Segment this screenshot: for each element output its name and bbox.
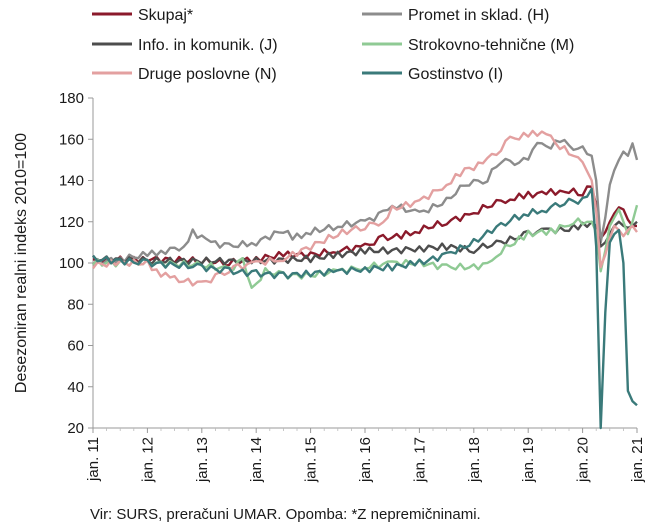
x-tick-label: jan. 11 bbox=[85, 437, 102, 482]
x-tick-label: jan. 17 bbox=[411, 437, 428, 483]
x-tick-label: jan. 14 bbox=[248, 437, 265, 483]
y-tick-label: 180 bbox=[59, 90, 84, 107]
x-tick-label: jan. 18 bbox=[466, 437, 483, 483]
y-tick-label: 140 bbox=[59, 173, 84, 190]
y-tick-label: 40 bbox=[67, 379, 84, 396]
series-line bbox=[92, 129, 638, 287]
y-tick-label: 160 bbox=[59, 131, 84, 148]
series-line bbox=[92, 220, 638, 266]
x-tick-label: jan. 13 bbox=[194, 437, 211, 483]
legend-label: Gostinstvo (I) bbox=[408, 66, 503, 83]
y-tick-label: 120 bbox=[59, 214, 84, 231]
y-axis-title: Desezoniran realni indeks 2010=100 bbox=[13, 133, 30, 393]
x-tick-label: jan. 15 bbox=[303, 437, 320, 483]
x-tick-label: jan. 16 bbox=[357, 437, 374, 483]
chart-axes: 20 40 60 80 100 120 140 160 180 jan. 11 jan. 12 jan… bbox=[59, 90, 646, 483]
source-note: Vir: SURS, preračuni UMAR. Opomba: *Z ne… bbox=[90, 506, 481, 523]
y-tick-label: 60 bbox=[67, 338, 84, 355]
x-tick-label: jan. 20 bbox=[575, 437, 592, 483]
y-tick-label: 20 bbox=[67, 420, 84, 437]
legend-label: Skupaj* bbox=[138, 7, 193, 24]
chart-legend: Skupaj* Promet in sklad. (H) Info. in komu… bbox=[92, 7, 574, 83]
series-line bbox=[92, 187, 638, 430]
legend-label: Info. in komunik. (J) bbox=[138, 37, 278, 54]
chart-plot-area bbox=[92, 129, 639, 430]
legend-label: Druge poslovne (N) bbox=[138, 66, 277, 83]
y-tick-label: 100 bbox=[59, 255, 84, 272]
x-tick-label: jan. 21 bbox=[629, 437, 646, 483]
x-tick-label: jan. 19 bbox=[520, 437, 537, 483]
x-tick-label: jan. 12 bbox=[139, 437, 156, 483]
series-line bbox=[92, 138, 639, 266]
y-tick-label: 80 bbox=[67, 296, 84, 313]
legend-label: Strokovno-tehnične (M) bbox=[408, 37, 574, 54]
legend-label: Promet in sklad. (H) bbox=[408, 7, 549, 24]
